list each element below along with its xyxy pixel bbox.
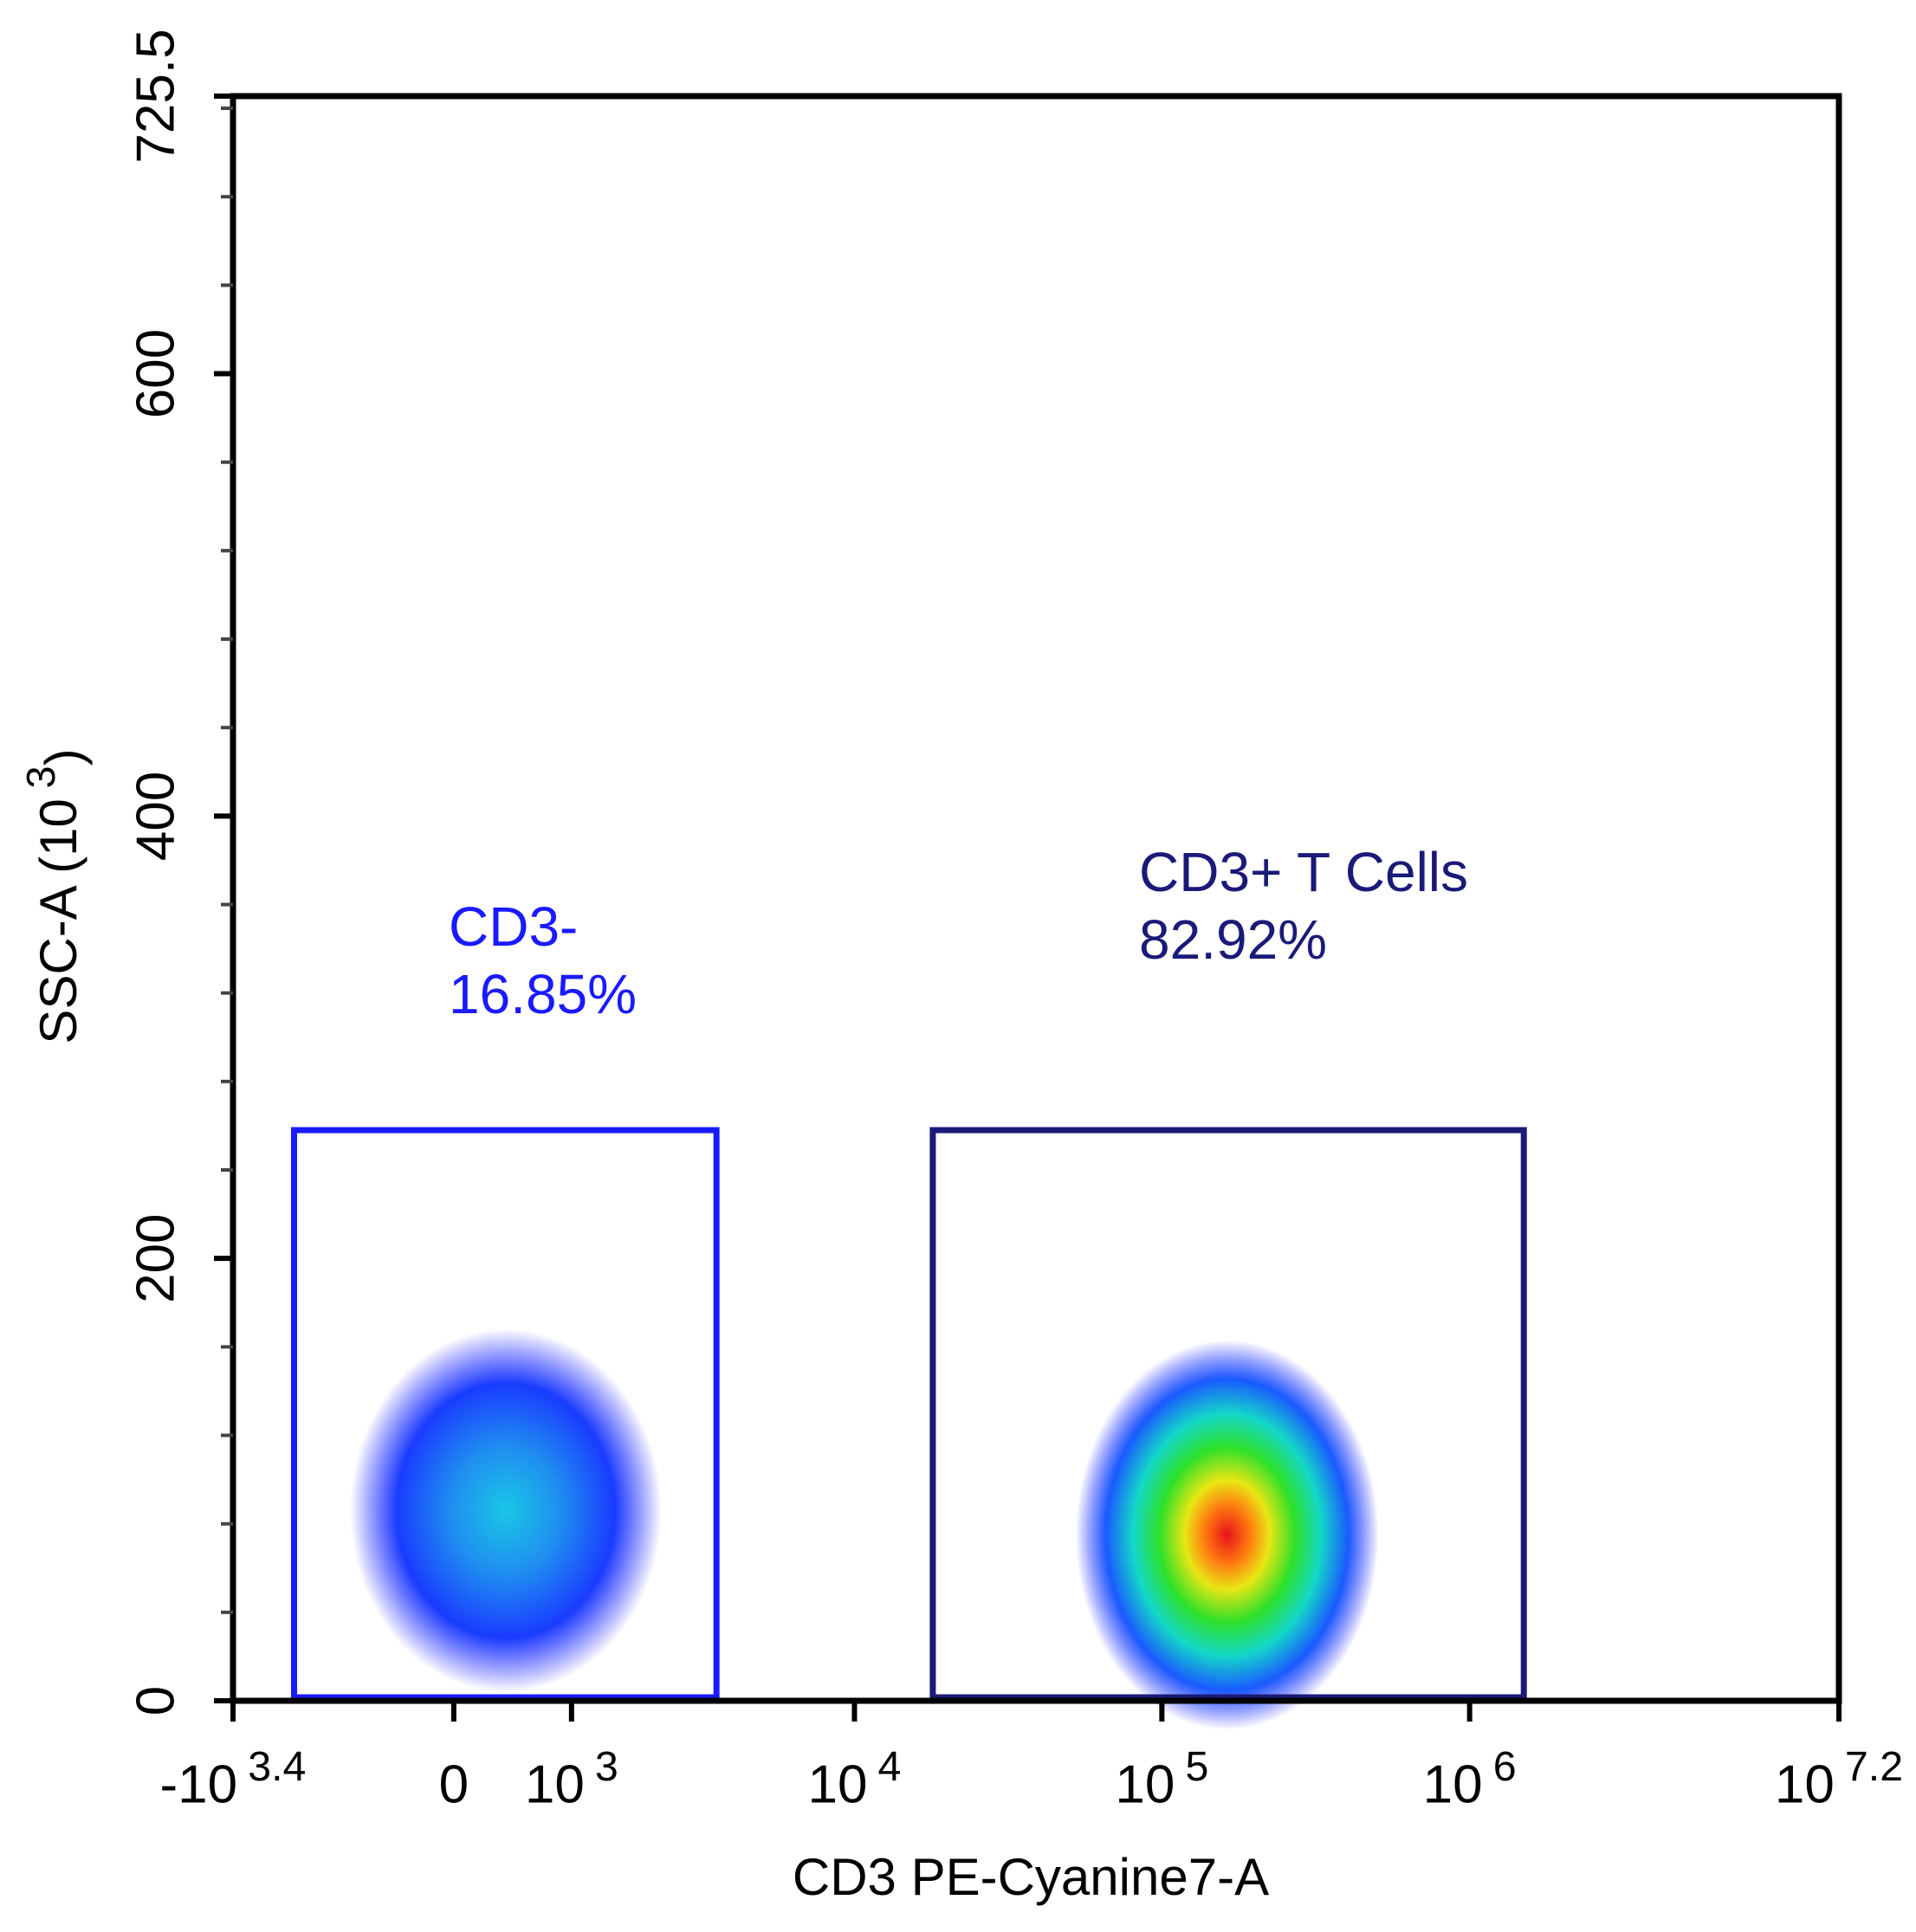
x-tick-label: 0 xyxy=(439,1754,469,1814)
y-tick-label: 0 xyxy=(126,1686,185,1716)
x-tick-label: 107.2​ xyxy=(1775,1743,1903,1814)
x-tick-label: 105​ xyxy=(1115,1743,1208,1814)
gate-percent: 16.85% xyxy=(449,963,637,1025)
gate-name: CD3- xyxy=(449,895,578,958)
gate-percent: 82.92% xyxy=(1139,908,1327,971)
y-tick-label: 600 xyxy=(126,329,185,418)
x-tick-label: 104​ xyxy=(807,1743,901,1814)
plot-frame xyxy=(230,93,1842,1704)
density-cloud xyxy=(1075,1340,1379,1730)
gate xyxy=(291,1127,720,1701)
x-tick-label: -103.4​ xyxy=(160,1743,307,1814)
y-axis-label: SSC-A (103​) xyxy=(18,748,92,1044)
x-axis-label: CD3 PE-Cyanine7-A xyxy=(793,1848,1269,1906)
x-tick-label: 106​ xyxy=(1423,1743,1517,1814)
density-cloud xyxy=(350,1328,663,1693)
y-tick-label: 200 xyxy=(126,1213,185,1302)
gate-name: CD3+ T Cells xyxy=(1139,841,1468,903)
y-tick-label: 400 xyxy=(126,772,185,861)
y-tick-label: 725.5 xyxy=(126,29,185,163)
x-tick-label: 103​ xyxy=(525,1743,618,1814)
gate xyxy=(929,1127,1527,1701)
